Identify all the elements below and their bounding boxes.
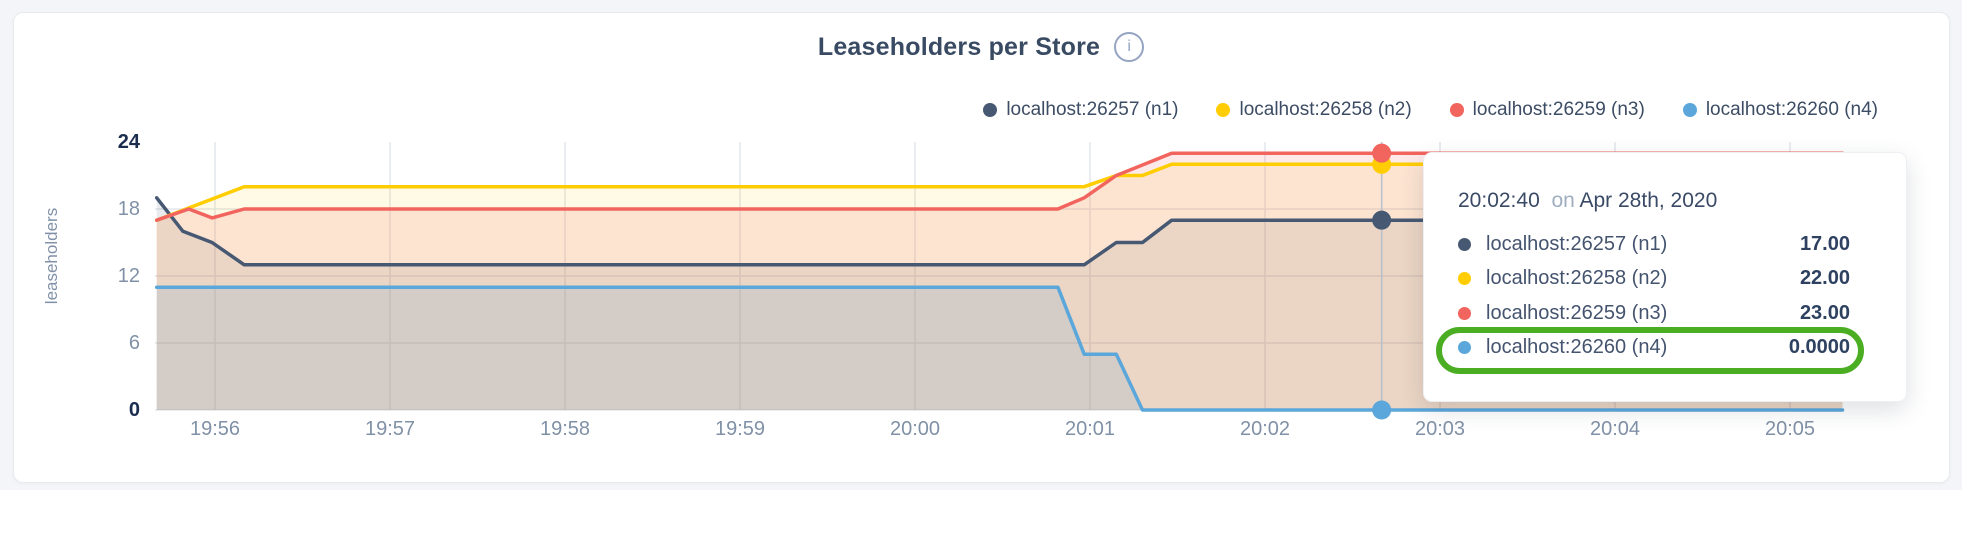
chart-legend: localhost:26257 (n1) localhost:26258 (n2)… <box>983 99 1878 121</box>
tooltip-series-dot-icon <box>1458 237 1471 251</box>
tooltip-series-name: localhost:26258 (n2) <box>1486 267 1668 290</box>
legend-dot-icon <box>1449 103 1464 117</box>
tooltip-series-name: localhost:26259 (n3) <box>1486 301 1668 324</box>
tooltip-row-n3: localhost:26259 (n3) 23.00 <box>1458 296 1850 331</box>
area-fill-n1 <box>156 197 1843 410</box>
legend-item-n2[interactable]: localhost:26258 (n2) <box>1216 99 1412 121</box>
legend-item-label: localhost:26260 (n4) <box>1705 99 1878 120</box>
legend-dot-icon <box>983 103 998 117</box>
tooltip-series-dot-icon <box>1458 272 1471 286</box>
hover-point-n1 <box>1372 210 1392 230</box>
legend-dot-icon <box>1682 103 1697 117</box>
tooltip-row-n4: localhost:26260 (n4) 0.0000 <box>1458 331 1850 366</box>
x-axis-tick-label: 20:05 <box>1764 418 1816 440</box>
y-axis-tick-label: 18 <box>117 198 140 220</box>
y-axis-tick-label: 0 <box>128 399 140 421</box>
tooltip-series-value: 22.00 <box>1799 267 1850 290</box>
legend-item-n3[interactable]: localhost:26259 (n3) <box>1449 99 1645 121</box>
x-axis-tick-label: 19:58 <box>539 418 591 440</box>
y-axis-tick-label: 24 <box>117 131 140 153</box>
y-axis-tick-label: 12 <box>117 265 140 287</box>
tooltip-time: 20:02:40 <box>1458 189 1540 212</box>
chart-title: Leaseholders per Store <box>817 32 1101 61</box>
series-line-n4 <box>154 285 1845 412</box>
x-axis-tick-label: 20:04 <box>1589 418 1641 440</box>
area-fill-n4 <box>156 287 1843 410</box>
series-line-n3 <box>154 151 1845 222</box>
tooltip-rows: localhost:26257 (n1) 17.00 localhost:26258… <box>1458 227 1850 365</box>
hover-point-n4 <box>1372 400 1392 420</box>
x-axis-tick-label: 20:03 <box>1414 418 1466 440</box>
tooltip-row-n1: localhost:26257 (n1) 17.00 <box>1458 227 1850 262</box>
tooltip-series-name: localhost:26260 (n4) <box>1486 336 1668 359</box>
legend-item-label: localhost:26258 (n2) <box>1239 99 1412 120</box>
hover-tooltip: 20:02:40 on Apr 28th, 2020 localhost:262… <box>1423 152 1907 402</box>
tooltip-series-name: localhost:26257 (n1) <box>1486 232 1668 255</box>
chart-header: Leaseholders per Store i <box>0 32 1962 62</box>
area-fill-n3 <box>156 153 1843 410</box>
tooltip-series-dot-icon <box>1458 306 1471 320</box>
hover-point-n3 <box>1372 143 1392 163</box>
x-axis-tick-label: 19:59 <box>714 418 766 440</box>
y-axis-tick-label: 6 <box>128 332 140 354</box>
x-axis-tick-label: 20:00 <box>889 418 941 440</box>
x-axis-tick-label: 20:02 <box>1239 418 1291 440</box>
x-axis-tick-label: 20:01 <box>1064 418 1116 440</box>
legend-item-label: localhost:26259 (n3) <box>1472 99 1645 120</box>
x-axis-tick-label: 19:57 <box>364 418 416 440</box>
tooltip-row-n2: localhost:26258 (n2) 22.00 <box>1458 262 1850 297</box>
legend-item-n4[interactable]: localhost:26260 (n4) <box>1682 99 1878 121</box>
legend-item-label: localhost:26257 (n1) <box>1006 99 1179 120</box>
tooltip-date: Apr 28th, 2020 <box>1579 189 1718 212</box>
info-icon[interactable]: i <box>1114 32 1145 62</box>
y-axis-title: leaseholders <box>42 207 61 305</box>
x-axis-tick-label: 19:56 <box>189 418 241 440</box>
tooltip-series-value: 17.00 <box>1799 232 1850 255</box>
series-line-n1 <box>154 196 1845 267</box>
tooltip-connector-word: on <box>1551 189 1575 212</box>
tooltip-series-value: 0.0000 <box>1788 336 1850 359</box>
legend-dot-icon <box>1216 103 1231 117</box>
legend-item-n1[interactable]: localhost:26257 (n1) <box>983 99 1178 121</box>
tooltip-series-dot-icon <box>1458 341 1471 355</box>
tooltip-series-value: 23.00 <box>1799 301 1850 324</box>
tooltip-timestamp: 20:02:40 on Apr 28th, 2020 <box>1458 189 1717 213</box>
